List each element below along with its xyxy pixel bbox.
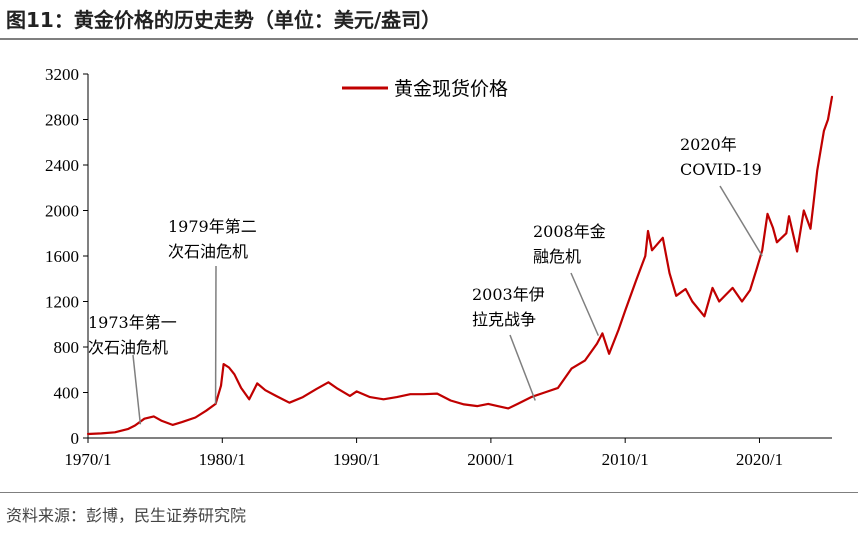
y-tick-label: 2000 [45,202,79,221]
y-tick-label: 400 [54,384,80,403]
annotation-label: 1973年第一 [88,313,177,332]
y-tick-label: 2400 [45,156,79,175]
source-note: 资料来源：彭博，民生证券研究院 [6,506,247,525]
x-tick-label: 1980/1 [199,450,246,469]
y-tick-label: 0 [71,429,80,448]
annotation-leader [132,354,142,425]
annotation-label: 2008年金 [533,222,606,241]
x-tick-label: 2000/1 [467,450,514,469]
title-rule [0,38,858,40]
series-layer [86,95,834,436]
annotation-label: 1979年第二 [168,217,257,236]
y-tick-label: 1600 [45,247,79,266]
annotation-leader [719,185,763,257]
annotation-leader [509,334,536,401]
annotation-label: COVID-19 [680,160,762,179]
x-tick-label: 2010/1 [602,450,649,469]
annotation-label: 次石油危机 [88,338,168,357]
annotation-label: 拉克战争 [472,310,536,329]
y-tick-label: 1200 [45,293,79,312]
y-tick-label: 3200 [45,65,79,84]
x-tick-label: 1990/1 [333,450,380,469]
annotation-label: 次石油危机 [168,242,248,261]
annotation-leader [570,272,600,336]
x-ticks: 1970/1 1980/1 1990/1 2000/1 2010/1 2020/1 [64,438,783,469]
y-tick-label: 2800 [45,111,79,130]
annotation-label: 2020年 [680,135,737,154]
series-line-gold-spot [86,95,834,436]
legend: 黄金现货价格 [342,78,508,100]
source-rule [0,492,858,493]
figure-title: 图11：黄金价格的历史走势（单位：美元/盎司） [6,8,442,32]
y-ticks: 0 400 800 1200 1600 2000 2400 2800 3200 [45,65,88,448]
x-tick-label: 2020/1 [736,450,783,469]
annotation-label: 融危机 [533,247,581,266]
y-tick-label: 800 [54,338,80,357]
x-tick-label: 1970/1 [64,450,111,469]
annotations: 1973年第一次石油危机1979年第二次石油危机2003年伊拉克战争2008年金… [88,135,763,425]
annotation-label: 2003年伊 [472,285,545,304]
legend-label: 黄金现货价格 [394,78,508,100]
